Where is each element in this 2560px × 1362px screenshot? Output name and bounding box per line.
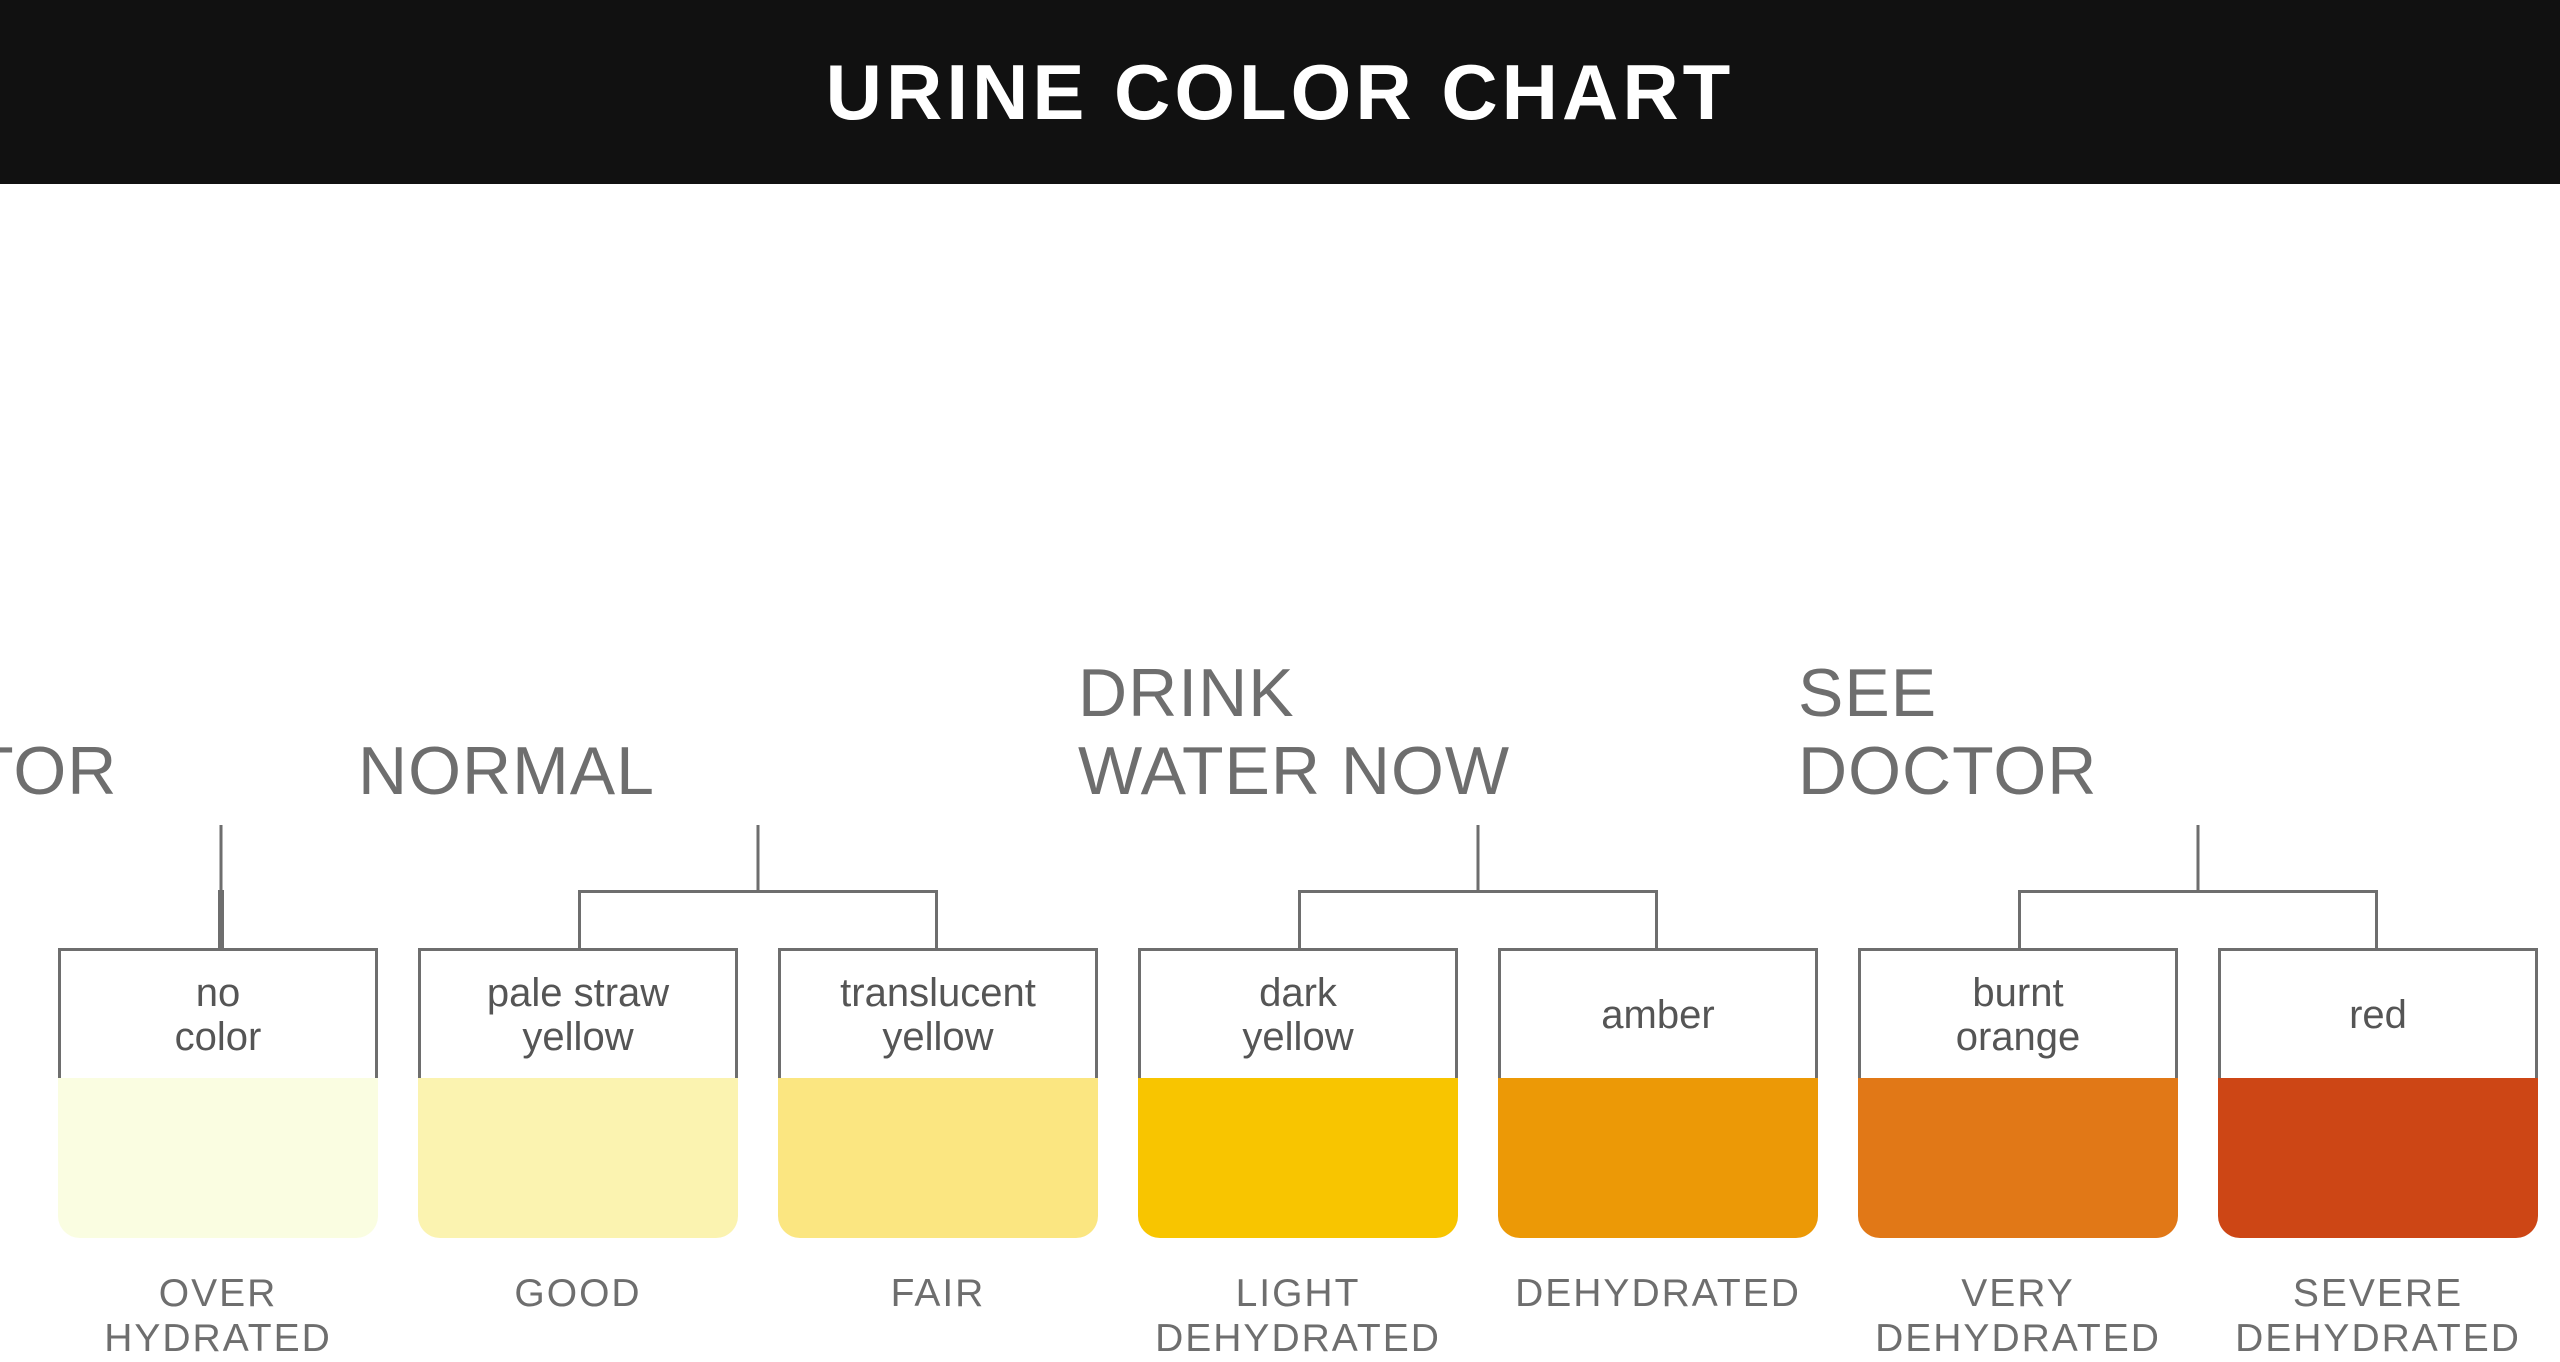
- swatch-color-name: burnt orange: [1858, 948, 2178, 1078]
- swatch: no color OVER HYDRATED: [58, 948, 378, 1362]
- swatch-color-block: [1138, 1078, 1458, 1238]
- swatch-color-name: translucent yellow: [778, 948, 1098, 1078]
- swatch-status: OVER HYDRATED: [104, 1272, 332, 1362]
- group-bracket-stem: [1477, 825, 1480, 893]
- swatch-status: LIGHT DEHYDRATED: [1155, 1272, 1441, 1362]
- swatch: amber DEHYDRATED: [1498, 948, 1818, 1362]
- title-bar: URINE COLOR CHART: [0, 0, 2560, 184]
- swatch-color-name: no color: [58, 948, 378, 1078]
- swatch-color-block: [58, 1078, 378, 1238]
- swatch-status: FAIR: [891, 1272, 986, 1317]
- group-label: SEE DOCTOR: [1798, 654, 2560, 810]
- group-label: DRINK WATER NOW: [1078, 654, 1878, 810]
- swatch-color-block: [2218, 1078, 2538, 1238]
- swatch-status: SEVERE DEHYDRATED: [2235, 1272, 2521, 1362]
- swatch-row: no color OVER HYDRATED pale straw yellow GO…: [0, 948, 2560, 1362]
- swatch-status: VERY DEHYDRATED: [1875, 1272, 2161, 1362]
- swatch-status: DEHYDRATED: [1515, 1272, 1801, 1317]
- swatch: red SEVERE DEHYDRATED: [2218, 948, 2538, 1362]
- group-bracket: [578, 890, 938, 948]
- page-title: URINE COLOR CHART: [826, 48, 1735, 136]
- swatch-color-block: [1858, 1078, 2178, 1238]
- group-bracket-stem: [2197, 825, 2200, 893]
- group-label: NORMAL: [358, 732, 1158, 810]
- group-bracket-stem: [757, 825, 760, 893]
- swatch-color-block: [1498, 1078, 1818, 1238]
- swatch-status: GOOD: [514, 1272, 641, 1317]
- swatch-color-name: pale straw yellow: [418, 948, 738, 1078]
- group-bracket: [1298, 890, 1658, 948]
- swatch-color-block: [418, 1078, 738, 1238]
- swatch-color-name: red: [2218, 948, 2538, 1078]
- swatch-color-name: amber: [1498, 948, 1818, 1078]
- swatch: dark yellow LIGHT DEHYDRATED: [1138, 948, 1458, 1362]
- swatch: burnt orange VERY DEHYDRATED: [1858, 948, 2178, 1362]
- swatch-color-block: [778, 1078, 1098, 1238]
- group-bracket-stem: [220, 825, 223, 893]
- swatch-color-name: dark yellow: [1138, 948, 1458, 1078]
- swatch: translucent yellow FAIR: [778, 948, 1098, 1362]
- group-bracket: [218, 890, 224, 948]
- swatch: pale straw yellow GOOD: [418, 948, 738, 1362]
- group-bracket: [2018, 890, 2378, 948]
